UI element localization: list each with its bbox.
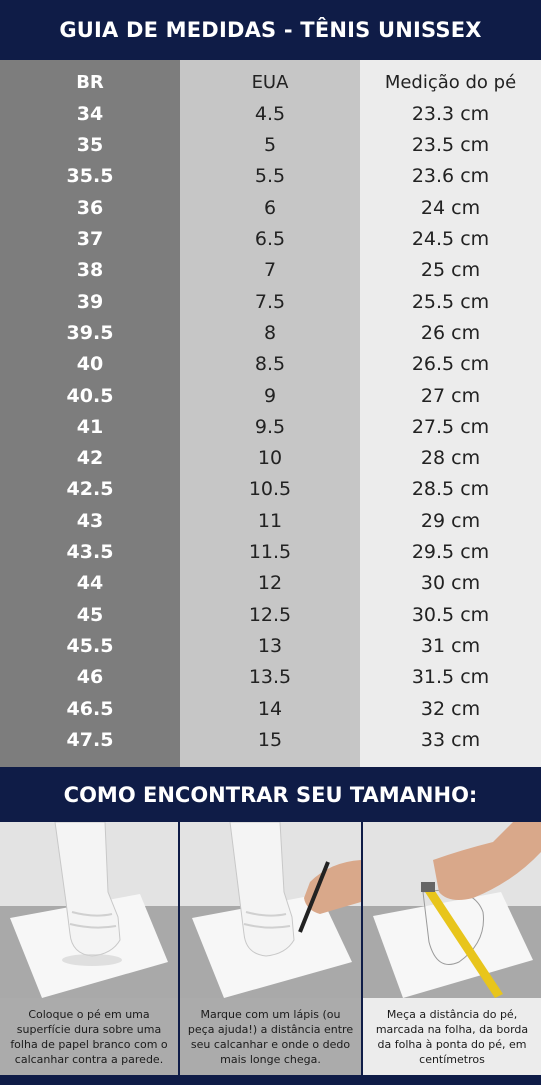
foot-size-cell: 24.5 cm (411, 228, 490, 250)
us-size-cell: 13.5 (248, 666, 292, 689)
us-size-cell: 6.5 (254, 228, 286, 250)
foot-size-cell: 26 cm (420, 321, 481, 344)
us-size-cell: 10 (257, 447, 283, 470)
step-3-caption: Meça a distância do pé, marcada na folha… (363, 998, 541, 1075)
foot-size-cell: 31 cm (420, 634, 481, 657)
br-size-cell: 42 (76, 447, 104, 470)
foot-size-cell: 31.5 cm (411, 666, 490, 689)
us-size-cell: 8 (263, 321, 277, 344)
br-size-column: BR 34 35 35.5 36 37 38 39 39.5 40 40.5 41 42 42.5 43 43… (0, 60, 180, 767)
foot-size-cell: 25 cm (420, 259, 481, 282)
us-size-cell: 12 (257, 572, 283, 595)
br-size-cell: 40 (76, 353, 104, 376)
foot-size-cell: 30 cm (420, 572, 481, 595)
how-to-steps: Coloque o pé em uma superfície dura sobr… (0, 822, 541, 1075)
us-size-cell: 9.5 (254, 415, 286, 438)
br-size-cell: 38 (76, 259, 104, 282)
br-size-cell: 46.5 (66, 697, 114, 720)
bottom-bar (0, 1075, 541, 1085)
us-size-cell: 11.5 (248, 541, 292, 563)
us-size-cell: 5.5 (254, 165, 286, 188)
br-size-cell: 45 (76, 603, 104, 626)
br-size-cell: 39 (76, 290, 104, 313)
br-size-cell: 45.5 (66, 634, 114, 657)
foot-on-paper-photo (0, 822, 178, 998)
pencil-marking-photo (180, 822, 361, 998)
foot-size-cell: 28 cm (420, 447, 481, 470)
br-size-cell: 44 (76, 572, 104, 595)
br-size-cell: 46 (76, 666, 104, 689)
us-size-cell: 5 (263, 134, 277, 157)
us-size-cell: 15 (257, 728, 283, 751)
us-size-cell: 9 (263, 384, 277, 407)
size-table: BR 34 35 35.5 36 37 38 39 39.5 40 40.5 41 42 42.5 43 43… (0, 60, 541, 767)
foot-size-cell: 24 cm (420, 196, 481, 219)
foot-size-cell: 30.5 cm (411, 603, 490, 626)
br-size-cell: 37 (76, 228, 104, 250)
foot-size-cell: 32 cm (420, 697, 481, 720)
br-size-cell: 34 (76, 102, 104, 125)
foot-size-cell: 29.5 cm (411, 541, 490, 563)
tape-measure-photo (363, 822, 541, 998)
us-size-cell: 8.5 (254, 353, 286, 376)
step-1-caption: Coloque o pé em uma superfície dura sobr… (0, 998, 178, 1075)
br-size-cell: 43 (76, 509, 104, 532)
how-to-title: COMO ENCONTRAR SEU TAMANHO: (0, 767, 541, 822)
br-size-cell: 35 (76, 134, 104, 157)
column-header-br: BR (76, 72, 104, 93)
br-size-cell: 39.5 (66, 321, 114, 344)
us-size-cell: 7.5 (254, 290, 286, 313)
foot-size-cell: 26.5 cm (411, 353, 490, 376)
us-size-cell: 11 (257, 509, 283, 532)
foot-size-cell: 25.5 cm (411, 290, 490, 313)
us-size-column: EUA 4.5 5 5.5 6 6.5 7 7.5 8 8.5 9 9.5 10 10.5 11 11.5 12… (180, 60, 360, 767)
column-header-us: EUA (251, 72, 289, 93)
foot-size-cell: 29 cm (420, 509, 481, 532)
step-1: Coloque o pé em uma superfície dura sobr… (0, 822, 178, 1075)
step-2: Marque com um lápis (ou peça ajuda!) a d… (180, 822, 361, 1075)
page-title: GUIA DE MEDIDAS - TÊNIS UNISSEX (0, 0, 541, 60)
column-header-foot: Medição do pé (384, 72, 517, 93)
foot-size-cell: 27 cm (420, 384, 481, 407)
us-size-cell: 7 (263, 259, 277, 282)
us-size-cell: 4.5 (254, 102, 286, 125)
foot-size-cell: 23.6 cm (411, 165, 490, 188)
foot-size-cell: 28.5 cm (411, 478, 490, 501)
step-2-caption: Marque com um lápis (ou peça ajuda!) a d… (180, 998, 361, 1075)
foot-size-cell: 23.5 cm (411, 134, 490, 157)
br-size-cell: 42.5 (66, 478, 114, 501)
us-size-cell: 12.5 (248, 603, 292, 626)
foot-measure-column: Medição do pé 23.3 cm 23.5 cm 23.6 cm 24 cm 2… (360, 60, 541, 767)
br-size-cell: 43.5 (66, 541, 114, 563)
br-size-cell: 47.5 (66, 728, 114, 751)
us-size-cell: 6 (263, 196, 277, 219)
foot-size-cell: 27.5 cm (411, 415, 490, 438)
us-size-cell: 13 (257, 634, 283, 657)
foot-size-cell: 23.3 cm (411, 102, 490, 125)
foot-size-cell: 33 cm (420, 728, 481, 751)
us-size-cell: 10.5 (248, 478, 292, 501)
br-size-cell: 41 (76, 415, 104, 438)
step-3: Meça a distância do pé, marcada na folha… (363, 822, 541, 1075)
br-size-cell: 35.5 (66, 165, 114, 188)
br-size-cell: 40.5 (66, 384, 114, 407)
us-size-cell: 14 (257, 697, 283, 720)
br-size-cell: 36 (76, 196, 104, 219)
